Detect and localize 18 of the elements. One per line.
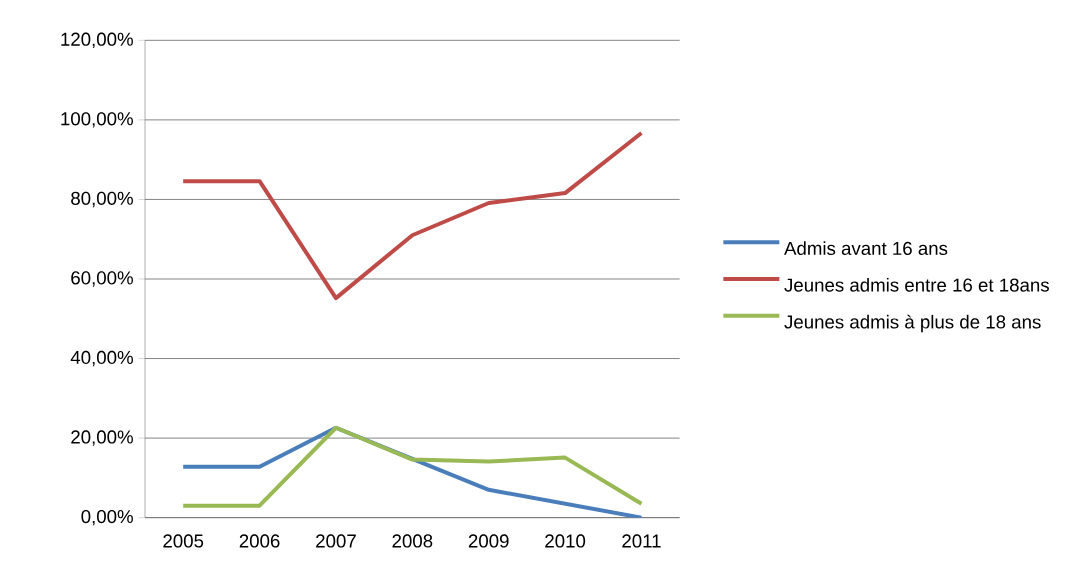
y-tick-label: 40,00% — [70, 350, 133, 367]
y-tick-label: 80,00% — [71, 191, 133, 208]
y-tick-label: 0,00% — [81, 509, 133, 526]
legend-label: Jeunes admis entre 16 et 18ans — [784, 277, 1049, 292]
x-tick-label: 2007 — [316, 534, 356, 548]
y-tick-label: 100,00% — [61, 112, 133, 128]
x-tick-label: 2005 — [163, 534, 204, 548]
x-tick-label: 2008 — [392, 534, 433, 548]
legend-label: Admis avant 16 ans — [784, 241, 948, 256]
legend-label: Jeunes admis à plus de 18 ans — [784, 314, 1041, 333]
y-tick-label: 20,00% — [71, 430, 133, 446]
x-tick-label: 2006 — [239, 534, 280, 548]
line-series — [181, 131, 644, 301]
x-tick-label: 2011 — [622, 534, 661, 548]
y-tick-label: 60,00% — [71, 271, 133, 287]
y-tick-label: 120,00% — [61, 32, 133, 49]
x-tick-label: 2009 — [468, 534, 509, 548]
x-tick-label: 2010 — [545, 534, 586, 548]
